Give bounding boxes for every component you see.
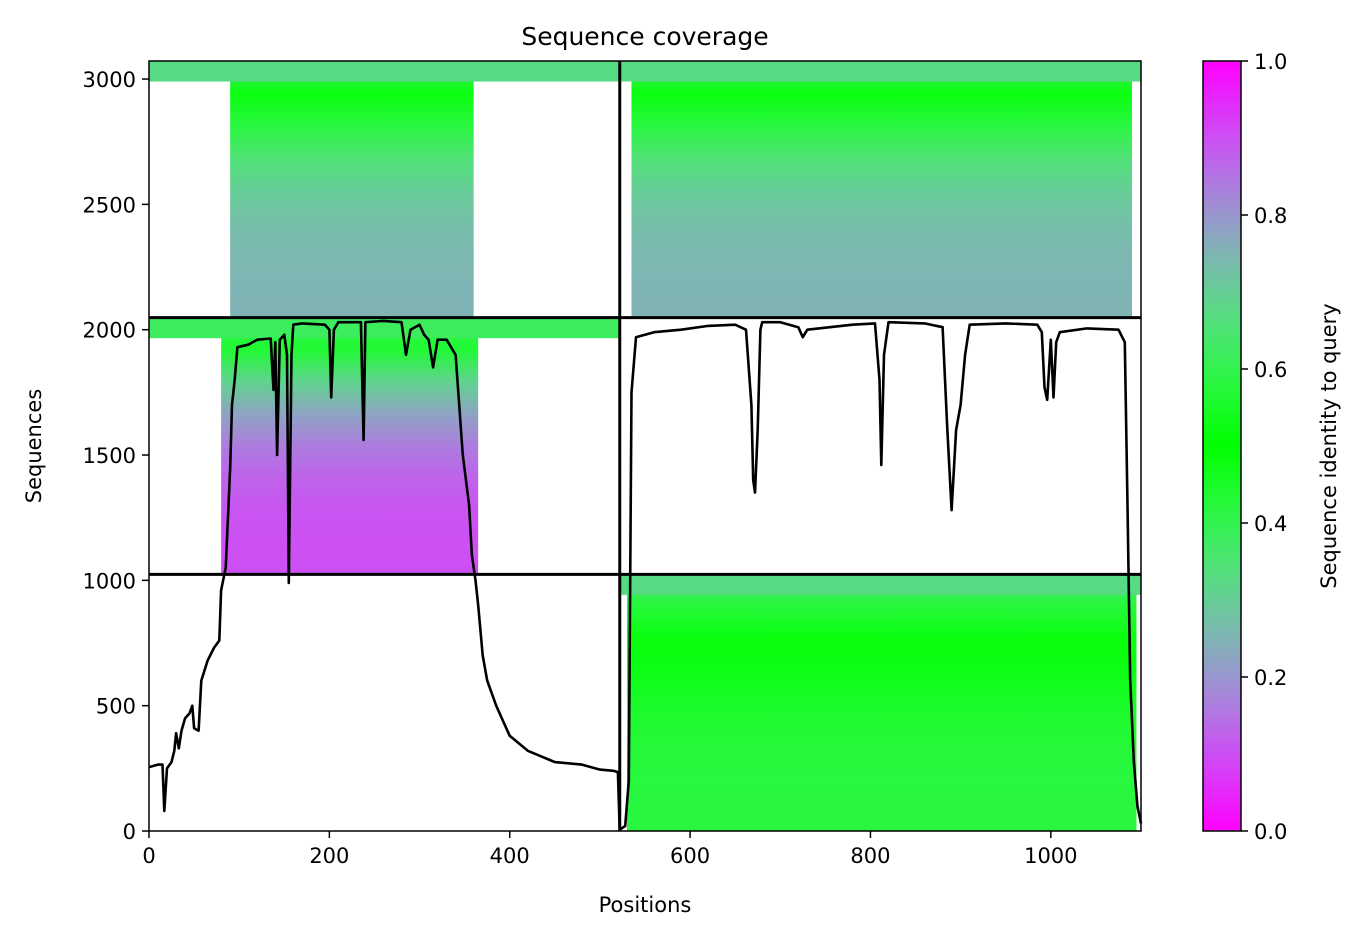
chart-title: Sequence coverage: [521, 22, 768, 51]
x-axis-label: Positions: [599, 893, 692, 917]
coverage-band-top-left: [149, 61, 620, 82]
colorbar: 0.0 0.2 0.4 0.6 0.8 1.0: [1202, 50, 1287, 844]
colorbar-tick-label: 0.4: [1254, 512, 1287, 536]
colorbar-tick-label: 0.2: [1254, 666, 1287, 690]
coverage-band-lower-right: [619, 574, 1141, 595]
coverage-band-middle-left: [149, 317, 620, 339]
x-tick-label: 200: [309, 844, 349, 868]
y-tick-label: 2500: [83, 193, 136, 217]
colorbar-tick-label: 0.8: [1254, 204, 1287, 228]
x-tick-label: 0: [142, 844, 155, 868]
colorbar-label: Sequence identity to query: [1317, 303, 1341, 588]
y-axis-label: Sequences: [22, 389, 46, 504]
y-axis: 0 500 1000 1500 2000 2500 3000: [83, 68, 149, 844]
y-tick-label: 1500: [83, 444, 136, 468]
coverage-line: [148, 319, 1143, 832]
plot-area: [148, 60, 1143, 832]
coverage-band-top-right: [619, 61, 1141, 82]
x-axis: 0 200 400 600 800 1000: [142, 831, 1078, 868]
colorbar-tick-label: 0.6: [1254, 358, 1287, 382]
coverage-block-middle-left: [221, 317, 479, 575]
x-tick-label: 600: [670, 844, 710, 868]
y-tick-label: 3000: [83, 68, 136, 92]
colorbar-tick-label: 1.0: [1254, 50, 1287, 74]
y-tick-label: 1000: [83, 569, 136, 593]
plot-frame: [148, 60, 1142, 832]
colorbar-tick-label: 0.0: [1254, 820, 1287, 844]
x-tick-label: 800: [850, 844, 890, 868]
y-tick-label: 2000: [83, 319, 136, 343]
y-tick-label: 500: [96, 695, 136, 719]
coverage-block-top-right: [631, 61, 1132, 318]
y-tick-label: 0: [123, 820, 136, 844]
colorbar-gradient: [1202, 60, 1242, 832]
x-tick-label: 400: [490, 844, 530, 868]
coverage-block-top-left: [230, 61, 474, 318]
x-tick-label: 1000: [1024, 844, 1077, 868]
coverage-block-lower-right: [626, 574, 1137, 831]
